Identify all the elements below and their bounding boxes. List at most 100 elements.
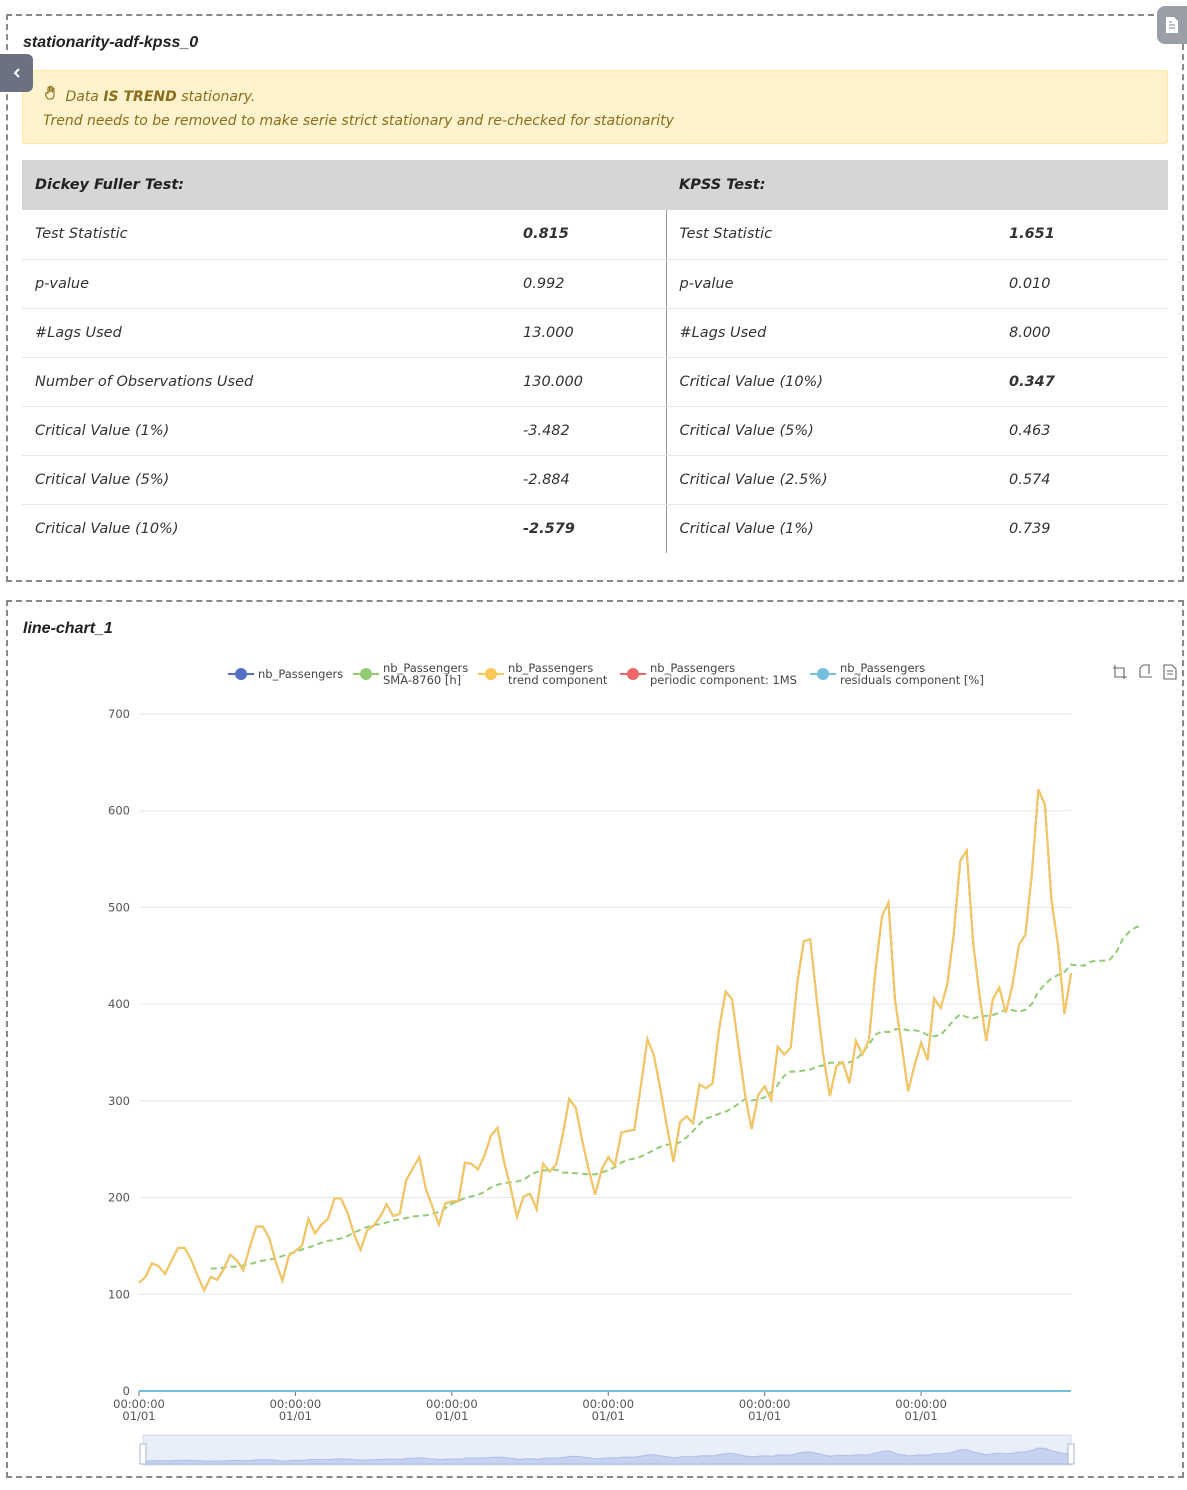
zoom-icon[interactable] <box>1112 664 1128 680</box>
series-line <box>138 789 1072 1293</box>
legend-marker-icon <box>228 668 254 680</box>
y-tick-label: 300 <box>108 1094 130 1108</box>
panel-title: stationarity-adf-kpss_0 <box>23 34 199 51</box>
y-tick-label: 600 <box>108 804 130 818</box>
alert-prefix: Data <box>65 89 104 105</box>
stationarity-table: Dickey Fuller Test: KPSS Test: Test Stat… <box>22 160 1168 553</box>
table-row: Critical Value (10%) -2.579 Critical Value… <box>22 504 1168 553</box>
x-tick-date: 01/01 <box>905 1409 938 1423</box>
y-tick-label: 100 <box>108 1287 130 1301</box>
adf-label: Critical Value (1%) <box>22 406 510 456</box>
stationarity-panel: stationarity-adf-kpss_0 Data IS TREND st… <box>6 14 1184 582</box>
adf-value: 0.815 <box>510 210 666 260</box>
legend-marker-icon <box>478 668 504 680</box>
adf-label: #Lags Used <box>22 308 510 358</box>
x-tick-time: 00:00:00 <box>895 1397 947 1411</box>
adf-label: Test Statistic <box>22 210 510 260</box>
legend-marker-icon <box>810 668 836 680</box>
alert-suffix: stationary. <box>176 89 256 105</box>
adf-value: -3.482 <box>510 406 666 456</box>
x-tick-date: 01/01 <box>592 1409 625 1423</box>
table-row: Critical Value (1%) -3.482 Critical Value … <box>22 406 1168 456</box>
table-row: #Lags Used 13.000 #Lags Used 8.000 <box>22 308 1168 358</box>
adf-header: Dickey Fuller Test: <box>22 160 666 210</box>
y-tick-label: 0 <box>123 1384 130 1398</box>
kpss-label: Test Statistic <box>665 210 996 260</box>
adf-value: -2.579 <box>523 520 575 537</box>
chart-legend: nb_Passengers nb_Passengers SMA-8760 [h] nb… <box>8 662 1186 692</box>
x-tick-date: 01/01 <box>748 1409 781 1423</box>
collapse-sidebar-button[interactable] <box>0 54 33 92</box>
hand-icon <box>43 85 61 109</box>
kpss-label: Critical Value (1%) <box>665 504 996 553</box>
y-tick-label: 500 <box>108 900 130 914</box>
y-tick-label: 200 <box>108 1191 130 1205</box>
legend-label: nb_Passengers <box>508 661 594 675</box>
zoom-reset-icon[interactable] <box>1137 664 1153 680</box>
alert-detail: Trend needs to be removed to make serie … <box>43 113 674 129</box>
document-icon <box>1166 17 1178 33</box>
legend-marker-icon <box>353 668 379 680</box>
y-tick-label: 700 <box>108 707 130 721</box>
table-row: Critical Value (5%) -2.884 Critical Value … <box>22 455 1168 505</box>
kpss-label: Critical Value (10%) <box>665 357 996 407</box>
kpss-label: #Lags Used <box>665 308 996 358</box>
kpss-label: Critical Value (5%) <box>665 406 996 456</box>
stationarity-alert: Data IS TREND stationary. Trend needs to… <box>22 70 1168 144</box>
chart-toolbox <box>1112 664 1178 680</box>
y-tick-label: 400 <box>108 997 130 1011</box>
kpss-label: Critical Value (2.5%) <box>665 455 996 505</box>
x-tick-time: 00:00:00 <box>426 1397 478 1411</box>
legend-sublabel: periodic component: 1MS <box>650 673 797 687</box>
adf-label: Critical Value (5%) <box>22 455 510 505</box>
legend-label: nb_Passengers <box>650 661 736 675</box>
legend-sublabel: residuals component [%] <box>840 673 984 687</box>
document-button[interactable] <box>1157 6 1187 44</box>
adf-value: -2.884 <box>510 455 666 505</box>
alert-emphasis: IS TREND <box>103 89 177 105</box>
datazoom-handle-right <box>1067 1443 1075 1465</box>
x-tick-time: 00:00:00 <box>582 1397 634 1411</box>
x-tick-time: 00:00:00 <box>113 1397 165 1411</box>
legend-item[interactable]: nb_Passengers SMA-8760 [h] <box>353 662 468 686</box>
adf-value: 130.000 <box>510 357 666 407</box>
series-line <box>210 925 1143 1270</box>
kpss-value: 0.574 <box>996 455 1168 505</box>
table-row: p-value 0.992 p-value 0.010 <box>22 259 1168 309</box>
data-view-icon[interactable] <box>1162 664 1178 680</box>
datazoom-preview <box>142 1447 1072 1465</box>
kpss-header: KPSS Test: <box>666 160 1168 210</box>
legend-sublabel: trend component <box>508 673 608 687</box>
kpss-value: 1.651 <box>996 210 1168 260</box>
kpss-value: 0.463 <box>996 406 1168 456</box>
legend-marker-icon <box>620 668 646 680</box>
table-row: Number of Observations Used 130.000 Critic… <box>22 357 1168 407</box>
series-line <box>138 789 1072 1293</box>
kpss-value: 8.000 <box>996 308 1168 358</box>
panel-title: line-chart_1 <box>23 620 113 637</box>
kpss-value: 0.739 <box>1009 520 1051 537</box>
line-chart[interactable]: 010020030040050060070000:00:0001/0100:00… <box>8 602 1182 1476</box>
chevron-left-icon <box>13 68 20 78</box>
kpss-label: p-value <box>665 259 996 309</box>
legend-item[interactable]: nb_Passengers periodic component: 1MS <box>620 662 797 686</box>
line-chart-panel: line-chart_1 nb_Passengers nb_Passengers S… <box>6 600 1184 1478</box>
x-tick-date: 01/01 <box>279 1409 312 1423</box>
legend-item[interactable]: nb_Passengers residuals component [%] <box>810 662 984 686</box>
adf-value: 13.000 <box>510 308 666 358</box>
legend-label: nb_Passengers <box>840 661 926 675</box>
adf-label: Number of Observations Used <box>22 357 510 407</box>
legend-label: nb_Passengers <box>258 667 344 681</box>
legend-sublabel: SMA-8760 [h] <box>383 673 462 687</box>
datazoom-handle-left <box>139 1443 147 1465</box>
adf-label: Critical Value (10%) <box>35 520 179 537</box>
legend-item[interactable]: nb_Passengers <box>228 668 343 680</box>
kpss-value: 0.347 <box>996 357 1168 407</box>
x-tick-date: 01/01 <box>435 1409 468 1423</box>
adf-value: 0.992 <box>510 259 666 309</box>
x-tick-time: 00:00:00 <box>739 1397 791 1411</box>
legend-item[interactable]: nb_Passengers trend component <box>478 662 607 686</box>
table-row: Test Statistic 0.815 Test Statistic 1.651 <box>22 210 1168 260</box>
adf-label: p-value <box>22 259 510 309</box>
kpss-value: 0.010 <box>996 259 1168 309</box>
